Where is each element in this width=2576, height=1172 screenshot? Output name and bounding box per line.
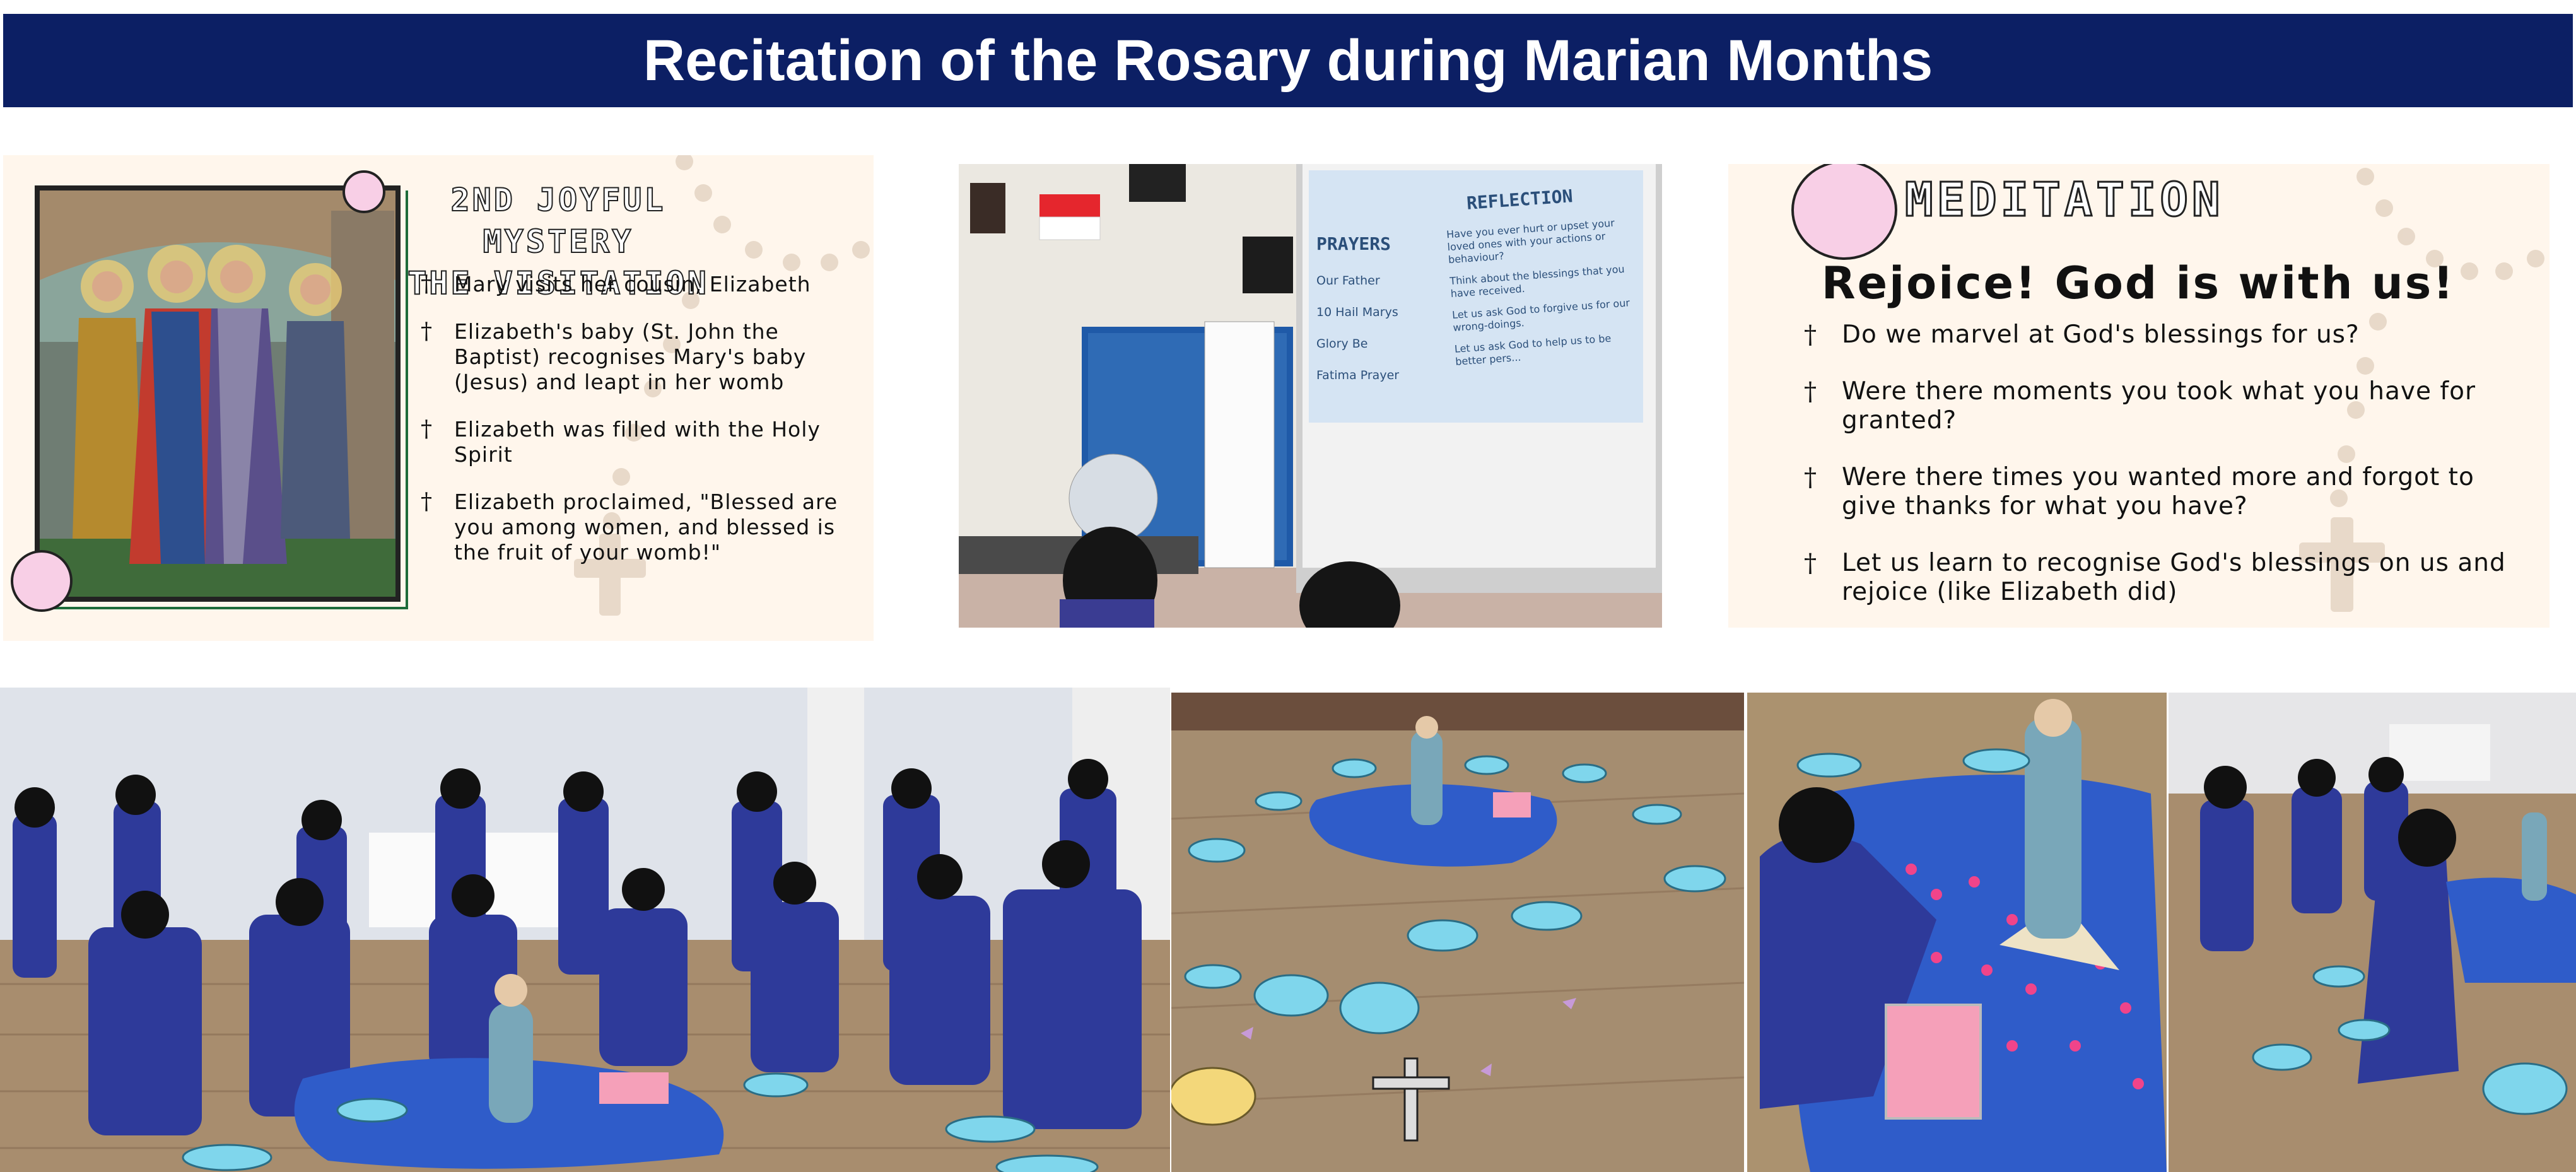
projected-slide: PRAYERS Our Father 10 Hail Marys Glory B…	[1309, 170, 1643, 423]
classroom-scene	[959, 164, 1662, 628]
mystery-title-line1: 2ND JOYFUL MYSTERY	[450, 181, 666, 261]
list-item: Think about the blessings that you have …	[1449, 262, 1625, 300]
cross-bullet-icon: †	[421, 416, 433, 442]
list-item: † Mary visits her cousin, Elizabeth	[421, 271, 811, 297]
meditation-title: MEDITATION	[1904, 172, 2224, 228]
deco-circle	[1791, 164, 1897, 260]
cross-bullet-icon: †	[1804, 320, 1817, 349]
list-item: † Do we marvel at God's blessings for us?	[1804, 320, 2360, 349]
cross-bullet-icon: †	[1804, 377, 1817, 406]
meditation-subtitle: Rejoice! God is with us!	[1821, 257, 2456, 309]
list-item: † Let us learn to recognise God's blessin…	[1804, 549, 2506, 606]
girls-praying-photo	[2169, 693, 2576, 1172]
meditation-questions: † Do we marvel at God's blessings for us?…	[1804, 320, 2510, 628]
visitation-painting	[35, 185, 401, 602]
banner-title: Recitation of the Rosary during Marian M…	[643, 28, 1933, 93]
list-item: Fatima Prayer	[1316, 368, 1400, 382]
singapore-flag-icon	[1039, 194, 1101, 240]
list-item: Our Father	[1316, 274, 1380, 288]
list-item: † Elizabeth's baby (St. John the Baptist)…	[421, 319, 807, 395]
list-item: 10 Hail Marys	[1316, 305, 1398, 319]
slide-prayers-list: Our Father 10 Hail Marys Glory Be Fatima…	[1316, 265, 1399, 391]
painting-frame	[40, 190, 408, 609]
list-item: Have you ever hurt or upset your loved o…	[1446, 216, 1615, 266]
mystery-card: 2ND JOYFUL MYSTERY THE VISITATION † Mary …	[3, 155, 874, 641]
mystery-title-line2: THE VISITATION	[407, 264, 709, 302]
mystery-title: 2ND JOYFUL MYSTERY THE VISITATION	[382, 179, 735, 304]
list-item: Glory Be	[1316, 337, 1368, 351]
list-item: Let us ask God to forgive us for our wro…	[1451, 296, 1630, 334]
deco-circle-bottom	[11, 550, 73, 612]
slide-reflections-list: Have you ever hurt or upset your loved o…	[1446, 216, 1639, 368]
list-item: † Elizabeth was filled with the Holy Spir…	[421, 416, 821, 467]
list-item: † Were there times you wanted more and fo…	[1804, 463, 2474, 520]
crucifix-icon	[1372, 1057, 1450, 1142]
cross-bullet-icon: †	[421, 489, 433, 515]
deco-circle-top	[342, 170, 385, 213]
girl-placing-petals-photo	[1747, 693, 2167, 1172]
list-item: † Elizabeth proclaimed, "Blessed are you …	[421, 489, 838, 565]
students-kneeling-photo	[0, 688, 1170, 1172]
slide-prayers-heading: PRAYERS	[1316, 233, 1391, 254]
rosary-chain-icon	[574, 155, 870, 616]
list-item: † Were there moments you took what you ha…	[1804, 377, 2476, 435]
classroom-photo: PRAYERS Our Father 10 Hail Marys Glory B…	[959, 164, 1662, 628]
cross-bullet-icon: †	[421, 319, 433, 344]
meditation-card: MEDITATION Rejoice! God is with us! † Do …	[1728, 164, 2550, 628]
mystery-points: † Mary visits her cousin, Elizabeth † Eliz…	[421, 271, 864, 587]
rosary-chain-icon	[2299, 168, 2544, 612]
statue-circle-photo	[1171, 693, 1744, 1172]
cross-bullet-icon: †	[1804, 463, 1817, 492]
banner: Recitation of the Rosary during Marian M…	[3, 14, 2573, 107]
list-item: Let us ask God to help us to be better p…	[1454, 332, 1612, 368]
cross-bullet-icon: †	[421, 271, 433, 297]
slide-reflection-heading: REFLECTION	[1466, 185, 1574, 214]
cross-bullet-icon: †	[1804, 549, 1817, 578]
